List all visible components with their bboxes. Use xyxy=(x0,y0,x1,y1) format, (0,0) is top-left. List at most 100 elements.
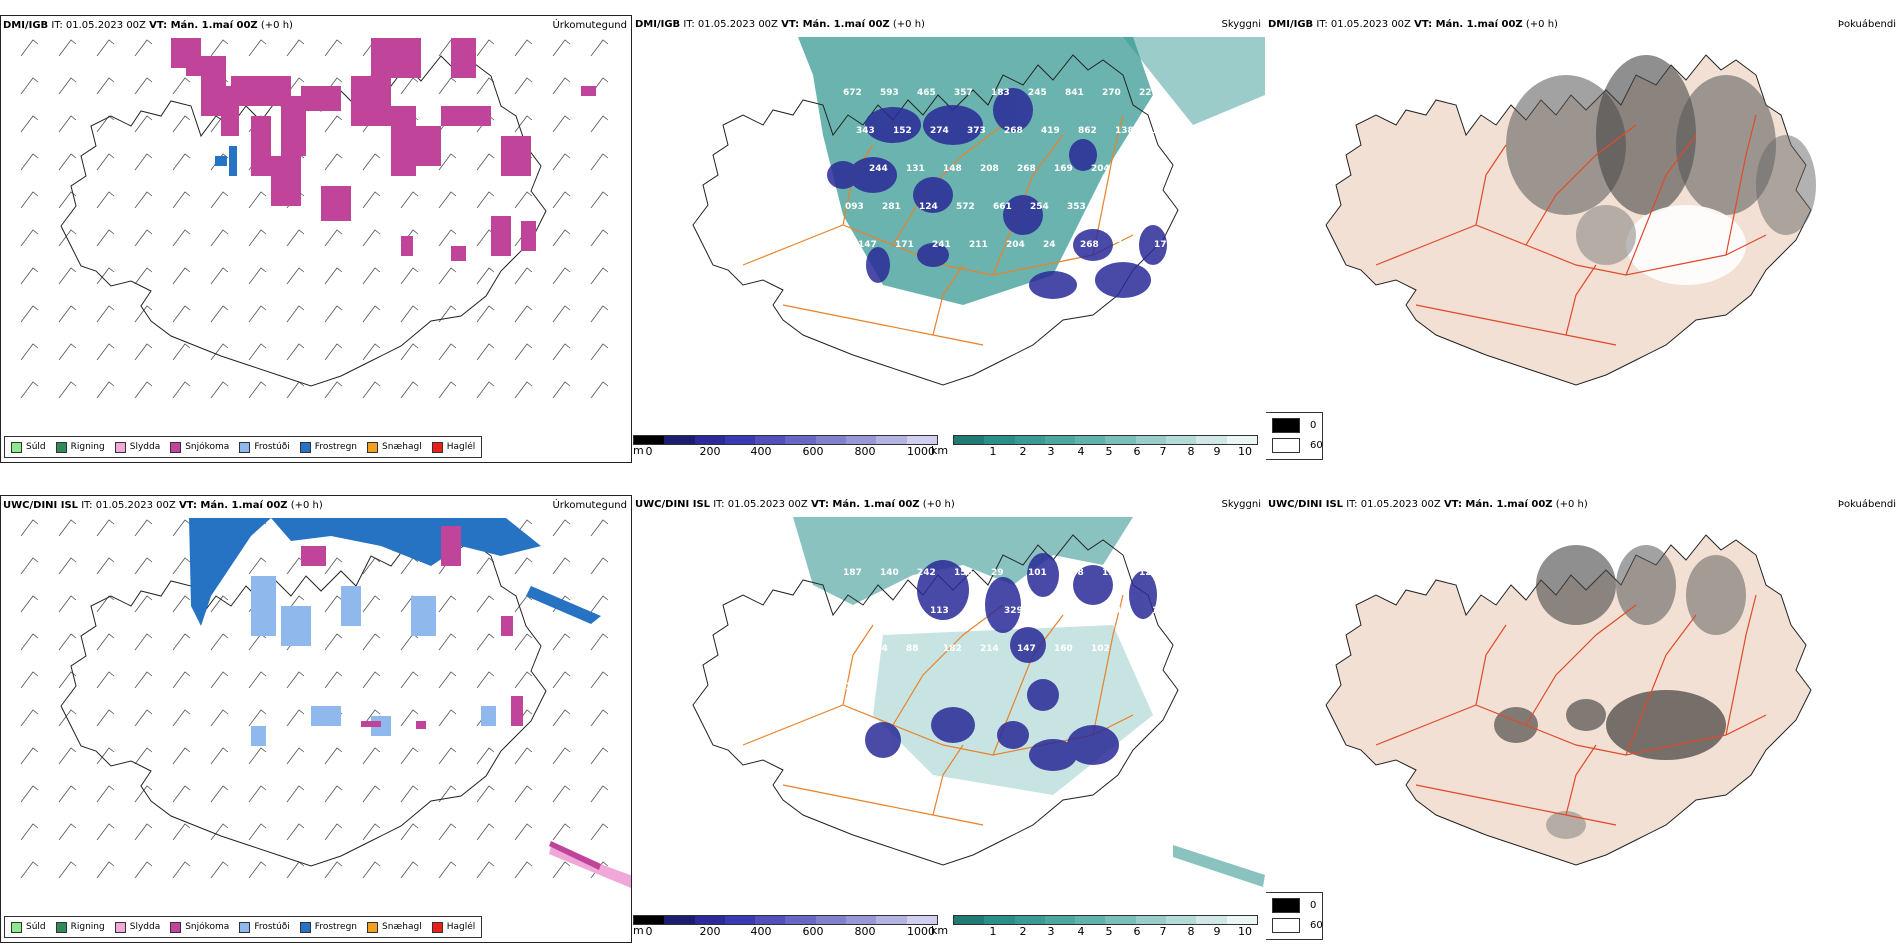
wind-barb xyxy=(248,671,267,689)
tick-label: 600 xyxy=(802,445,824,458)
wind-barb xyxy=(514,267,533,285)
mountain-height-label: 138 xyxy=(1115,126,1134,136)
legend-item: Snæhagl xyxy=(367,441,422,453)
wind-barb xyxy=(400,305,419,323)
mountain-height-label: 208 xyxy=(980,164,999,174)
wind-barb xyxy=(96,557,115,575)
mountain-height-label: 160 xyxy=(1054,644,1073,654)
mountain-height-label: 093 xyxy=(845,202,864,212)
wind-barb xyxy=(210,39,229,57)
precip-map xyxy=(20,518,631,888)
wind-barb xyxy=(514,115,533,133)
wind-barb xyxy=(324,267,343,285)
fog-map xyxy=(1325,534,1812,866)
wind-barb xyxy=(552,305,571,323)
wind-barb xyxy=(286,823,305,841)
wind-barb xyxy=(210,671,229,689)
visibility-unit: km xyxy=(931,444,949,457)
tick-label: 6 xyxy=(1133,925,1141,938)
wind-barb xyxy=(248,191,267,209)
wind-barb xyxy=(286,709,305,727)
wind-barb xyxy=(172,305,191,323)
wind-barb xyxy=(134,747,153,765)
wind-barb xyxy=(476,785,495,803)
wind-barb xyxy=(590,381,609,399)
fog-legend: 0 60 xyxy=(1266,412,1323,460)
mountain-height-label: 148 xyxy=(845,682,864,692)
mountain-height-label: 132 xyxy=(1152,606,1171,616)
legend-item: Haglél xyxy=(431,441,475,453)
wind-barb xyxy=(438,633,457,651)
mountain-height-label: 661 xyxy=(993,202,1012,212)
wind-barb xyxy=(552,343,571,361)
mountain-height-label: 270 xyxy=(1102,88,1121,98)
wind-barb xyxy=(172,153,191,171)
wind-barb xyxy=(20,671,39,689)
wind-barb xyxy=(362,381,381,399)
tick-label: 2 xyxy=(1019,445,1027,458)
wind-barb xyxy=(96,229,115,247)
wind-barb xyxy=(362,633,381,651)
wind-barb xyxy=(134,267,153,285)
wind-barb xyxy=(172,823,191,841)
mountain-height-label: 329 xyxy=(1004,606,1023,616)
wind-barb xyxy=(438,305,457,323)
wind-barb xyxy=(552,709,571,727)
wind-barb xyxy=(96,785,115,803)
wind-barb xyxy=(514,747,533,765)
wind-barb xyxy=(134,191,153,209)
mountain-height-label: 147 xyxy=(1017,644,1036,654)
wind-barb xyxy=(20,77,39,95)
wind-barb xyxy=(210,595,229,613)
wind-barb xyxy=(210,823,229,841)
wind-barb xyxy=(362,229,381,247)
wind-barb xyxy=(400,823,419,841)
wind-barb xyxy=(476,305,495,323)
wind-barb xyxy=(590,229,609,247)
tick-label: 400 xyxy=(750,445,772,458)
wind-barb xyxy=(514,785,533,803)
mountain-height-label: 245 xyxy=(1028,88,1047,98)
wind-barb xyxy=(134,633,153,651)
wind-barb xyxy=(400,77,419,95)
precip-panel-top: DMI/IGB IT: 01.05.2023 00Z VT: Mán. 1.ma… xyxy=(0,15,632,463)
wind-barb xyxy=(210,267,229,285)
wind-barb xyxy=(58,747,77,765)
wind-barb xyxy=(210,633,229,651)
mountain-height-label: 101 xyxy=(1028,568,1047,578)
wind-barb xyxy=(172,785,191,803)
tick-label: 8 xyxy=(1187,445,1195,458)
panel-type-label: Skyggni xyxy=(1221,19,1261,30)
wind-barb xyxy=(210,381,229,399)
wind-barb xyxy=(324,633,343,651)
tick-label: 8 xyxy=(1187,925,1195,938)
wind-barb xyxy=(324,747,343,765)
wind-barb xyxy=(362,747,381,765)
visibility-colorbar-cells xyxy=(953,435,1258,445)
cloud-cover xyxy=(793,517,1133,605)
wind-barb xyxy=(324,595,343,613)
legend-item: Frostúði xyxy=(239,441,290,453)
wind-barb xyxy=(552,381,571,399)
mountain-height-label: 105 xyxy=(1128,644,1147,654)
mountain-height-label: 138 xyxy=(856,606,875,616)
wind-barb xyxy=(20,747,39,765)
wind-barb xyxy=(20,519,39,537)
wind-barb xyxy=(20,595,39,613)
legend-item: Frostúði xyxy=(239,921,290,933)
mountain-height-label: 268 xyxy=(1004,126,1023,136)
mountain-height-label: 35 xyxy=(967,606,980,616)
wind-barb xyxy=(514,39,533,57)
wind-barb xyxy=(286,747,305,765)
wind-barb xyxy=(172,861,191,879)
wind-barb xyxy=(400,861,419,879)
wind-barb xyxy=(362,709,381,727)
tick-label: 1000 xyxy=(907,445,935,458)
wind-barb xyxy=(552,633,571,651)
wind-barb xyxy=(400,267,419,285)
wind-barb xyxy=(514,861,533,879)
legend-item: Slydda xyxy=(114,441,160,453)
mountain-height-label: 183 xyxy=(991,88,1010,98)
tick-label: 4 xyxy=(1077,925,1085,938)
mountain-height-label: 138 xyxy=(1065,568,1084,578)
